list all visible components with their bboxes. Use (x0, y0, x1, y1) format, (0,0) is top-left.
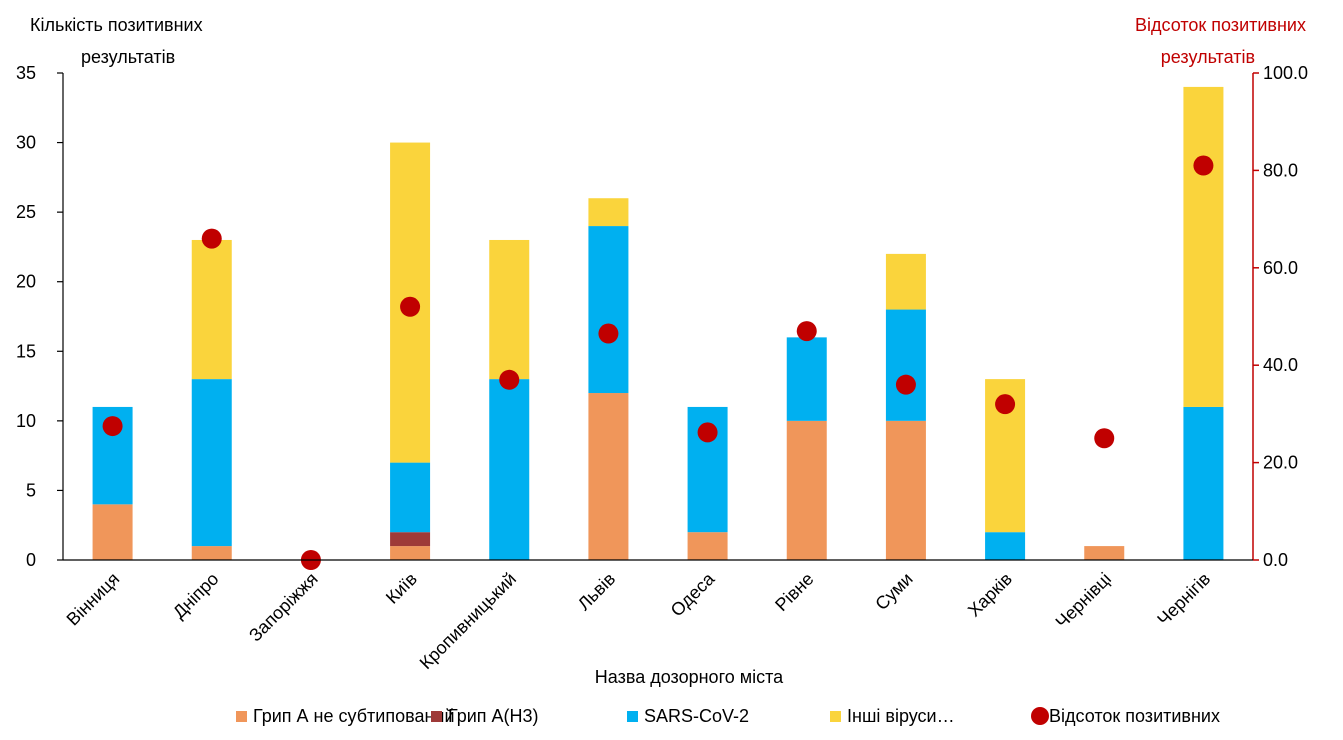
x-tick-label: Кропивницький (416, 569, 520, 673)
percent-marker-10 (995, 394, 1016, 415)
percent-marker-1 (102, 416, 123, 437)
bar-segment-3-10 (985, 532, 1026, 560)
bars-layer (92, 86, 1224, 560)
left-tick-label: 0 (26, 550, 36, 570)
bar-segment-1-9 (885, 420, 926, 560)
left-tick-label: 25 (16, 202, 36, 222)
legend-swatch-5 (1031, 707, 1049, 725)
percent-marker-9 (895, 374, 916, 395)
legend-label-4: Інші віруси… (847, 706, 955, 726)
left-tick-label: 15 (16, 341, 36, 361)
percent-marker-8 (796, 321, 817, 342)
legend-label-5: Відсоток позитивних (1049, 706, 1220, 726)
percent-marker-5 (499, 369, 520, 390)
x-tick-label: Вінниця (63, 569, 124, 630)
bar-segment-3-12 (1183, 406, 1224, 560)
x-tick-label: Чернігів (1153, 569, 1214, 630)
percent-marker-7 (697, 422, 718, 443)
x-tick-label: Дніпро (169, 569, 223, 623)
left-tick-label: 20 (16, 272, 36, 292)
bar-segment-3-4 (390, 462, 431, 533)
legend-swatch-4 (830, 711, 841, 722)
left-axis-ticks: 0 5 10 15 20 25 30 35 (16, 63, 63, 570)
bar-segment-1-2 (191, 546, 232, 560)
bar-segment-4-5 (489, 239, 530, 380)
right-tick-label: 100.0 (1263, 63, 1308, 83)
y2-axis-title-line2: результатів (1161, 47, 1255, 67)
bar-segment-3-6 (588, 226, 629, 394)
percent-marker-11 (1094, 428, 1115, 449)
y2-axis-title-line1: Відсоток позитивних (1135, 15, 1306, 35)
bar-segment-1-8 (786, 420, 827, 560)
legend-swatch-3 (627, 711, 638, 722)
x-tick-label: Одеса (667, 568, 719, 620)
left-tick-label: 10 (16, 411, 36, 431)
right-tick-label: 80.0 (1263, 160, 1298, 180)
bar-segment-1-6 (588, 393, 629, 560)
x-tick-label: Чернівці (1052, 569, 1116, 633)
y-axis-title-line2: результатів (81, 47, 175, 67)
percent-marker-2 (201, 228, 222, 249)
right-tick-label: 60.0 (1263, 258, 1298, 278)
bar-segment-3-9 (885, 309, 926, 421)
bar-segment-4-2 (191, 239, 232, 380)
bar-segment-3-5 (489, 379, 530, 560)
left-tick-label: 30 (16, 133, 36, 153)
bar-segment-4-9 (885, 253, 926, 310)
bar-segment-2-4 (390, 532, 431, 547)
bar-segment-3-2 (191, 379, 232, 547)
x-tick-label: Суми (871, 569, 916, 614)
percent-marker-12 (1193, 155, 1214, 176)
bar-segment-4-6 (588, 198, 629, 227)
legend-label-1: Грип А не субтипований (253, 706, 455, 726)
right-tick-label: 0.0 (1263, 550, 1288, 570)
x-tick-label: Рівне (771, 569, 817, 615)
y-axis-title-line1: Кількість позитивних (30, 15, 203, 35)
right-tick-label: 20.0 (1263, 453, 1298, 473)
bar-segment-1-1 (92, 504, 133, 560)
x-tick-label: Запоріжжя (245, 569, 322, 646)
right-tick-label: 40.0 (1263, 355, 1298, 375)
right-axis-ticks: 0.0 20.0 40.0 60.0 80.0 100.0 (1253, 63, 1308, 570)
legend-swatch-2 (431, 711, 442, 722)
bar-segment-1-7 (687, 532, 728, 560)
percent-markers-layer (102, 155, 1214, 570)
y-axis-title: Кількість позитивних результатів (30, 15, 208, 67)
legend-label-2: Грип А(Н3) (448, 706, 539, 726)
bar-segment-1-4 (390, 546, 431, 560)
x-tick-label: Київ (382, 569, 421, 608)
x-tick-label: Харків (964, 569, 1016, 621)
percent-marker-4 (400, 296, 421, 317)
left-tick-label: 35 (16, 63, 36, 83)
x-axis-title: Назва дозорного міста (595, 667, 784, 687)
x-tick-label: Львів (574, 569, 619, 614)
bar-segment-1-11 (1084, 546, 1125, 560)
legend-label-3: SARS-CoV-2 (644, 706, 749, 726)
bar-segment-3-8 (786, 337, 827, 421)
left-tick-label: 5 (26, 480, 36, 500)
percent-marker-6 (598, 323, 619, 344)
bar-segment-4-12 (1183, 86, 1224, 407)
legend-swatch-1 (236, 711, 247, 722)
y2-axis-title: Відсоток позитивних результатів (1135, 15, 1311, 67)
